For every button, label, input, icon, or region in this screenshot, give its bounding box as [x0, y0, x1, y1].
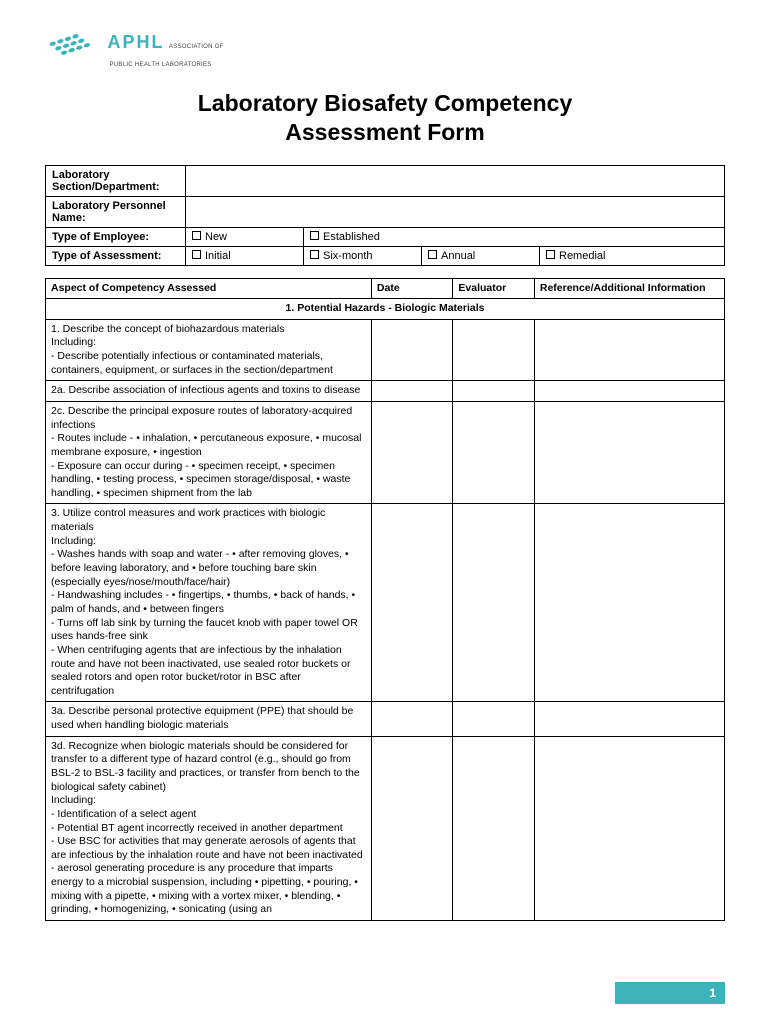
- info-table: Laboratory Section/Department: Laborator…: [45, 165, 725, 266]
- page-number: 1: [709, 986, 716, 1000]
- label-section: Laboratory Section/Department:: [46, 165, 186, 196]
- info-row-personnel: Laboratory Personnel Name:: [46, 196, 725, 227]
- header-aspect: Aspect of Competency Assessed: [46, 278, 372, 299]
- comp-row-3: 3. Utilize control measures and work pra…: [46, 504, 725, 702]
- aspect-2a: 2a. Describe association of infectious a…: [46, 381, 372, 402]
- title-line2: Assessment Form: [285, 119, 484, 145]
- aspect-3a: 3a. Describe personal protective equipme…: [46, 702, 372, 736]
- date-3[interactable]: [371, 504, 452, 702]
- header-date: Date: [371, 278, 452, 299]
- ref-3[interactable]: [534, 504, 724, 702]
- field-personnel[interactable]: [186, 196, 725, 227]
- info-row-assessment-type: Type of Assessment: Initial Six-month An…: [46, 246, 725, 265]
- logo-text: APHL ASSOCIATION OF PUBLIC HEALTH LABORA…: [107, 32, 223, 71]
- date-2a[interactable]: [371, 381, 452, 402]
- eval-3d[interactable]: [453, 736, 534, 920]
- date-3a[interactable]: [371, 702, 452, 736]
- competency-table: Aspect of Competency Assessed Date Evalu…: [45, 278, 725, 922]
- title-line1: Laboratory Biosafety Competency: [198, 90, 572, 116]
- info-row-employee-type: Type of Employee: New Established: [46, 227, 725, 246]
- comp-row-1: 1. Describe the concept of biohazardous …: [46, 319, 725, 381]
- label-employee-type: Type of Employee:: [46, 227, 186, 246]
- logo-line1: ASSOCIATION OF: [169, 44, 224, 50]
- date-2c[interactable]: [371, 401, 452, 503]
- eval-1[interactable]: [453, 319, 534, 381]
- page-title: Laboratory Biosafety Competency Assessme…: [45, 89, 725, 147]
- header-evaluator: Evaluator: [453, 278, 534, 299]
- page-footer: 1: [615, 982, 725, 1004]
- field-section[interactable]: [186, 165, 725, 196]
- ref-2c[interactable]: [534, 401, 724, 503]
- ref-1[interactable]: [534, 319, 724, 381]
- eval-3[interactable]: [453, 504, 534, 702]
- logo-line2: PUBLIC HEALTH LABORATORIES: [109, 62, 211, 68]
- eval-2a[interactable]: [453, 381, 534, 402]
- checkbox-remedial[interactable]: Remedial: [540, 246, 725, 265]
- comp-header-row: Aspect of Competency Assessed Date Evalu…: [46, 278, 725, 299]
- checkbox-established[interactable]: Established: [304, 227, 725, 246]
- comp-row-3d: 3d. Recognize when biologic materials sh…: [46, 736, 725, 920]
- date-1[interactable]: [371, 319, 452, 381]
- checkbox-sixmonth[interactable]: Six-month: [304, 246, 422, 265]
- aspect-2c: 2c. Describe the principal exposure rout…: [46, 401, 372, 503]
- aspect-3d: 3d. Recognize when biologic materials sh…: [46, 736, 372, 920]
- checkbox-initial[interactable]: Initial: [186, 246, 304, 265]
- aspect-3: 3. Utilize control measures and work pra…: [46, 504, 372, 702]
- label-personnel: Laboratory Personnel Name:: [46, 196, 186, 227]
- page-container: APHL ASSOCIATION OF PUBLIC HEALTH LABORA…: [0, 0, 770, 981]
- comp-row-2a: 2a. Describe association of infectious a…: [46, 381, 725, 402]
- checkbox-new[interactable]: New: [186, 227, 304, 246]
- eval-3a[interactable]: [453, 702, 534, 736]
- logo: APHL ASSOCIATION OF PUBLIC HEALTH LABORA…: [45, 30, 725, 71]
- comp-row-2c: 2c. Describe the principal exposure rout…: [46, 401, 725, 503]
- ref-3a[interactable]: [534, 702, 724, 736]
- eval-2c[interactable]: [453, 401, 534, 503]
- logo-mark-icon: [45, 30, 99, 71]
- date-3d[interactable]: [371, 736, 452, 920]
- comp-row-3a: 3a. Describe personal protective equipme…: [46, 702, 725, 736]
- logo-acronym: APHL: [107, 32, 164, 52]
- ref-3d[interactable]: [534, 736, 724, 920]
- ref-2a[interactable]: [534, 381, 724, 402]
- label-assessment-type: Type of Assessment:: [46, 246, 186, 265]
- section-1-title: 1. Potential Hazards - Biologic Material…: [46, 299, 725, 320]
- header-reference: Reference/Additional Information: [534, 278, 724, 299]
- section-1-header: 1. Potential Hazards - Biologic Material…: [46, 299, 725, 320]
- info-row-section: Laboratory Section/Department:: [46, 165, 725, 196]
- aspect-1: 1. Describe the concept of biohazardous …: [46, 319, 372, 381]
- checkbox-annual[interactable]: Annual: [422, 246, 540, 265]
